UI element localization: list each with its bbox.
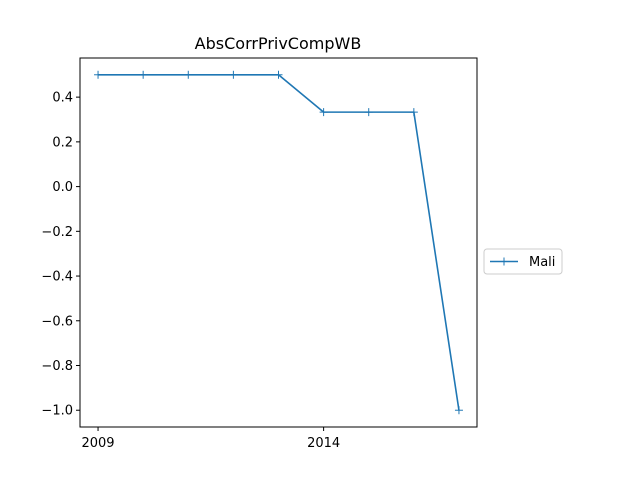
data-point-marker [184, 70, 193, 79]
y-tick-label: −1.0 [41, 404, 73, 419]
data-point-marker [364, 108, 373, 117]
y-tick-label: 0.2 [52, 135, 73, 150]
x-tick-label: 2009 [81, 436, 114, 451]
data-point-marker [409, 108, 418, 117]
chart-title: AbsCorrPrivCompWB [195, 34, 362, 53]
y-tick-label: 0.4 [52, 91, 73, 106]
legend-marker [500, 257, 508, 266]
y-tick-label: −0.4 [41, 270, 73, 285]
data-point-marker [229, 70, 238, 79]
legend-box [483, 248, 563, 275]
data-point-marker [319, 108, 328, 117]
plot-frame [79, 57, 478, 428]
x-tick-label: 2014 [307, 436, 340, 451]
y-axis: 0.4 0.2 0.0 −0.2 −0.4 −0.6 −0.8 −1.0 [41, 91, 80, 419]
data-point-marker [454, 406, 463, 415]
plot-series [94, 70, 463, 415]
y-tick-label: −0.2 [41, 225, 73, 240]
y-tick-label: 0.0 [52, 180, 73, 195]
legend-label: Mali [529, 255, 555, 270]
data-point-marker [94, 70, 103, 79]
legend: Mali [483, 248, 563, 275]
y-tick-label: −0.6 [41, 314, 73, 329]
data-point-marker [274, 70, 283, 79]
x-axis: 2009 2014 [81, 427, 340, 451]
y-tick-label: −0.8 [41, 359, 73, 374]
data-point-marker [139, 70, 148, 79]
